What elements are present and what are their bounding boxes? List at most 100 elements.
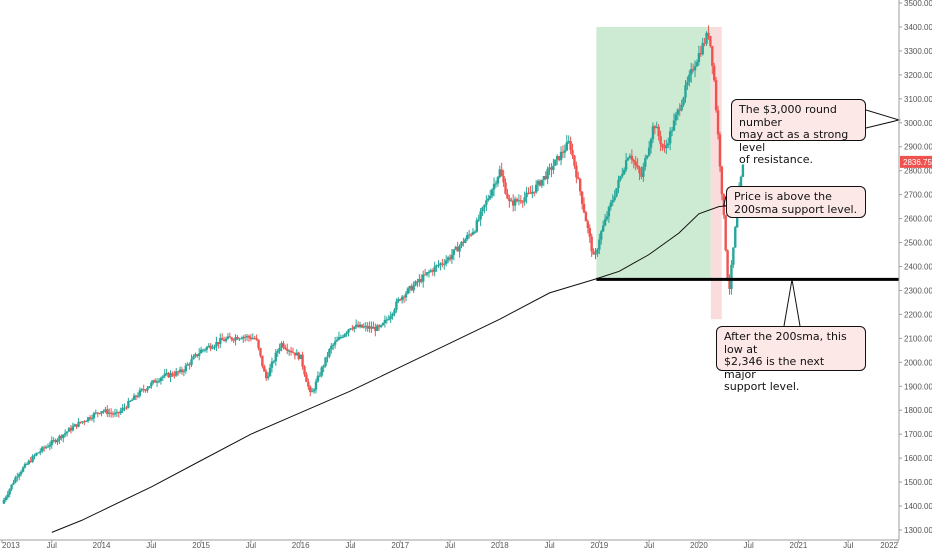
candle-body: [418, 278, 421, 283]
candle-body: [732, 247, 735, 265]
candle-body: [443, 263, 446, 265]
candle-body: [632, 160, 635, 162]
candle-body: [638, 167, 641, 174]
candle-body: [452, 249, 456, 255]
candle-body: [123, 407, 126, 409]
candle-body: [272, 361, 276, 363]
rally-zone: [596, 26, 711, 280]
candle-body: [81, 421, 84, 423]
candle-body: [6, 494, 9, 498]
x-tick-label: 2017: [391, 541, 409, 550]
candle-body: [117, 412, 120, 414]
candle-body: [220, 338, 224, 341]
candle-body: [337, 337, 341, 340]
candle-body: [534, 184, 538, 193]
candle-body: [546, 169, 549, 179]
candle-body: [142, 389, 145, 391]
candle-body: [575, 165, 578, 178]
candle-body: [644, 158, 647, 167]
candle-body: [83, 421, 86, 423]
candle-body: [146, 388, 149, 391]
candle-body: [284, 347, 287, 349]
candle-body: [230, 337, 233, 340]
candle-series: [2, 25, 745, 505]
candle-body: [358, 324, 362, 327]
candle-body: [18, 474, 21, 477]
candle-body: [98, 413, 101, 415]
candle-body: [680, 104, 683, 111]
candle-body: [374, 326, 377, 331]
candle-body: [259, 347, 262, 356]
candle-body: [377, 325, 381, 327]
candle-body: [578, 178, 582, 192]
candle-body: [619, 176, 622, 180]
candle-body: [205, 347, 209, 350]
candle-body: [4, 497, 8, 501]
candle-body: [423, 274, 427, 276]
candle-body: [224, 338, 228, 342]
candle-body: [580, 191, 584, 204]
y-tick-label: 1900.00: [904, 382, 932, 391]
candle-body: [129, 400, 132, 402]
candle-body: [592, 251, 595, 255]
candle-body: [257, 339, 260, 348]
candle-body: [109, 412, 113, 414]
candle-body: [50, 440, 53, 446]
candle-body: [437, 265, 440, 267]
candle-body: [381, 323, 385, 326]
candle-body: [441, 263, 444, 265]
candle-body: [182, 371, 186, 373]
candle-body: [429, 270, 433, 272]
candle-body: [444, 260, 448, 264]
candle-body: [165, 372, 168, 374]
candle-body: [517, 200, 521, 202]
candle-body: [217, 341, 220, 345]
candle-body: [590, 236, 593, 252]
x-tick-label: 2021: [790, 541, 808, 550]
candle-body: [155, 381, 159, 383]
x-tick-label: Jul: [47, 541, 57, 550]
candle-body: [52, 439, 55, 441]
y-tick-label: 2200.00: [904, 310, 932, 319]
candle-body: [12, 482, 15, 485]
candle-body: [29, 460, 32, 462]
y-tick-label: 2900.00: [904, 143, 932, 152]
candle-body: [670, 130, 674, 132]
candle-body: [100, 411, 103, 414]
candle-body: [356, 324, 360, 327]
candle-body: [102, 411, 105, 413]
candle-body: [240, 338, 243, 340]
candle-body: [540, 179, 544, 186]
callout-line: The $3,000 round number: [739, 103, 837, 129]
candle-body: [190, 359, 193, 365]
candle-body: [349, 328, 352, 330]
candle-body: [538, 180, 542, 186]
candle-body: [360, 324, 364, 328]
candle-body: [222, 340, 226, 342]
candle-body: [563, 150, 567, 153]
candle-body: [624, 160, 628, 170]
candle-body: [695, 62, 699, 67]
candle-body: [613, 196, 616, 201]
candle-body: [661, 144, 664, 148]
candle-body: [567, 141, 570, 143]
candle-body: [282, 343, 285, 348]
candle-body: [69, 428, 73, 431]
candle-body: [171, 373, 174, 376]
candle-body: [571, 150, 574, 156]
candle-body: [485, 200, 488, 205]
candle-body: [286, 348, 289, 351]
candle-body: [684, 85, 687, 98]
candle-body: [607, 207, 611, 217]
candle-body: [552, 165, 555, 170]
candle-body: [60, 435, 63, 439]
candle-body: [309, 386, 312, 392]
callout-line: of resistance.: [739, 153, 814, 166]
candle-body: [667, 143, 670, 146]
callout-line: support level.: [724, 380, 800, 393]
candle-body: [686, 81, 689, 86]
x-tick-label: 2014: [93, 541, 111, 550]
candle-body: [351, 328, 354, 330]
candle-body: [209, 345, 212, 349]
resistance-callout: The $3,000 round number may act as a str…: [731, 99, 866, 166]
